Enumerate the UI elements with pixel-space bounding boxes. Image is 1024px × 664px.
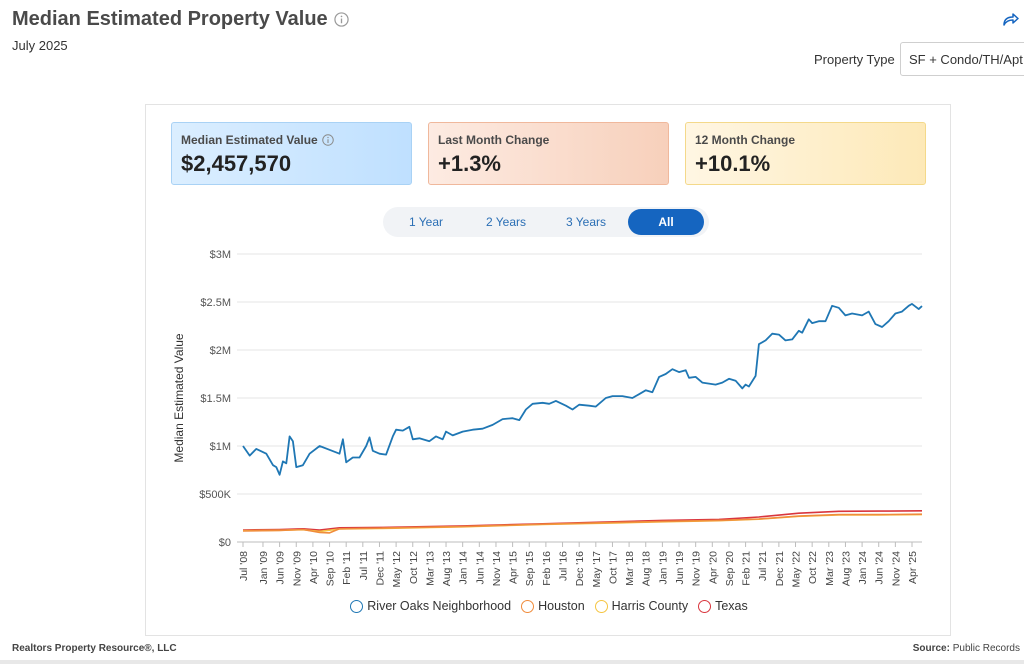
series-line-texas <box>242 510 923 531</box>
line-chart: $0 $500K $1M $1.5M $2M $2.5M $3M Median Estimat… <box>172 249 923 588</box>
x-tick-label: Oct '12 <box>408 551 420 584</box>
legend-label: Texas <box>715 599 748 613</box>
x-tick-label: Dec '21 <box>774 551 786 586</box>
stat-label-text: Median Estimated Value <box>181 133 318 147</box>
x-tick-label: Oct '17 <box>607 551 619 584</box>
footer-source-value: Public Records <box>952 643 1020 654</box>
legend-item[interactable]: Harris County <box>594 599 689 613</box>
footer-source: Source: Public Records <box>913 643 1020 654</box>
series-line-river-oaks-neighborhood <box>242 303 923 476</box>
x-tick-label: Jul '16 <box>558 551 570 581</box>
property-type-select[interactable]: SF + Condo/TH/Apt <box>900 42 1024 76</box>
stat-label: Last Month Change <box>438 133 550 147</box>
legend-label: Harris County <box>611 599 689 613</box>
x-tick-label: Sep '10 <box>325 551 337 586</box>
stat-label: Median Estimated Value <box>181 133 411 147</box>
legend-swatch <box>698 599 712 613</box>
x-tick-label: Dec '11 <box>374 551 386 586</box>
x-tick-label: Dec '16 <box>574 551 586 586</box>
x-tick-label: May '12 <box>391 551 403 588</box>
page-subtitle: July 2025 <box>12 38 68 53</box>
legend-swatch <box>350 599 364 613</box>
y-tick-label: $3M <box>210 249 231 261</box>
tab-1-year[interactable]: 1 Year <box>408 215 444 229</box>
y-tick-label: $2M <box>210 345 231 357</box>
range-tabs: 1 Year 2 Years 3 Years All <box>383 207 709 237</box>
series-line-houston <box>242 513 923 534</box>
stat-12-month-change: 12 Month Change +10.1% <box>685 122 926 185</box>
legend-item[interactable]: River Oaks Neighborhood <box>350 599 511 613</box>
stat-median-value: Median Estimated Value $2,457,570 <box>171 122 412 185</box>
x-tick-label: Jan '24 <box>857 551 869 585</box>
y-tick-label: $2.5M <box>200 297 231 309</box>
info-icon[interactable] <box>321 134 334 146</box>
x-tick-label: Jan '19 <box>657 551 669 585</box>
y-tick-label: $0 <box>219 537 231 549</box>
legend-item[interactable]: Texas <box>698 599 748 613</box>
property-type-label: Property Type <box>814 52 895 67</box>
x-tick-label: Mar '13 <box>424 551 436 586</box>
x-tick-label: Jun '14 <box>474 551 486 585</box>
footer-divider <box>0 660 1024 664</box>
x-tick-label: Mar '23 <box>824 551 836 586</box>
stat-value: +1.3% <box>438 151 501 176</box>
x-tick-label: Feb '21 <box>741 551 753 586</box>
x-tick-label: Nov '19 <box>691 551 703 586</box>
stat-value: +10.1% <box>695 151 771 176</box>
x-tick-label: Jan '09 <box>258 551 270 585</box>
x-tick-label: Apr '15 <box>508 551 520 584</box>
x-tick-label: May '22 <box>791 551 803 588</box>
page-title: Median Estimated Property Value <box>12 8 349 31</box>
x-tick-label: Feb '11 <box>341 551 353 585</box>
x-tick-label: Feb '16 <box>541 551 553 586</box>
x-tick-label: Jun '09 <box>275 551 287 585</box>
chart-legend: River Oaks Neighborhood Houston Harris Cou… <box>146 599 952 613</box>
x-tick-label: Apr '20 <box>707 551 719 584</box>
page-title-text: Median Estimated Property Value <box>12 8 328 30</box>
x-tick-label: Jun '19 <box>674 551 686 585</box>
stat-label: 12 Month Change <box>695 133 796 147</box>
x-tick-label: Jan '14 <box>458 551 470 585</box>
x-tick-label: Oct '22 <box>807 551 819 584</box>
tab-all[interactable]: All <box>628 209 704 235</box>
x-tick-label: Mar '18 <box>624 551 636 586</box>
legend-label: Houston <box>538 599 585 613</box>
tab-3-years[interactable]: 3 Years <box>565 215 607 229</box>
chart-card: Median Estimated Value $2,457,570 Last M… <box>145 104 951 636</box>
x-tick-label: Aug '13 <box>441 551 453 586</box>
y-tick-label: $500K <box>199 489 231 501</box>
footer-credit: Realtors Property Resource®, LLC <box>12 643 177 654</box>
stat-value: $2,457,570 <box>181 151 292 176</box>
x-tick-label: May '17 <box>591 551 603 588</box>
x-tick-label: Nov '24 <box>890 551 902 586</box>
x-tick-label: Aug '23 <box>840 551 852 586</box>
x-tick-label: Nov '09 <box>291 551 303 586</box>
info-icon[interactable] <box>333 12 349 27</box>
x-tick-label: Nov '14 <box>491 551 503 586</box>
x-tick-label: Sep '20 <box>724 551 736 586</box>
y-tick-label: $1M <box>210 441 231 453</box>
tab-2-years[interactable]: 2 Years <box>485 215 527 229</box>
x-tick-label: Apr '10 <box>308 551 320 584</box>
y-tick-label: $1.5M <box>200 393 231 405</box>
footer-source-label: Source: <box>912 643 950 654</box>
legend-swatch <box>521 599 535 613</box>
x-tick-label: Jul '08 <box>238 551 250 581</box>
x-tick-label: Aug '18 <box>641 551 653 586</box>
x-tick-label: Jun '24 <box>874 551 886 585</box>
x-tick-label: Apr '25 <box>907 551 919 584</box>
x-tick-label: Jul '21 <box>757 551 769 581</box>
y-axis-label: Median Estimated Value <box>172 333 186 463</box>
legend-label: River Oaks Neighborhood <box>367 599 512 613</box>
share-icon[interactable] <box>1002 11 1020 27</box>
x-tick-label: Sep '15 <box>524 551 536 586</box>
legend-swatch <box>594 599 608 613</box>
x-tick-label: Jul '11 <box>358 551 370 580</box>
legend-item[interactable]: Houston <box>521 599 585 613</box>
stat-last-month-change: Last Month Change +1.3% <box>428 122 669 185</box>
